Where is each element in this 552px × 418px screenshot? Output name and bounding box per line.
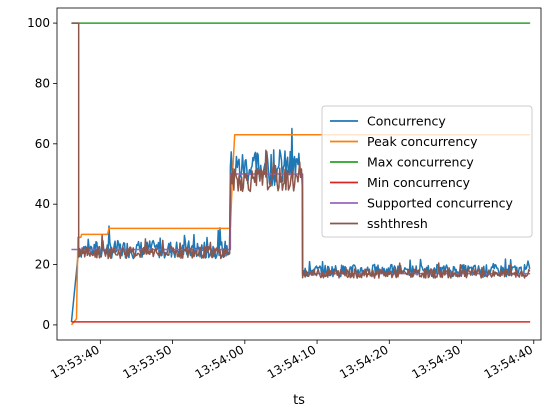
y-tick-label: 100 [27,16,50,30]
x-axis: 13:53:40 13:53:50 13:54:00 13:54:10 13:54:20… [48,340,535,382]
plot-frame [56,7,542,341]
legend-label: Max concurrency [367,155,474,170]
legend-label: Peak concurrency [367,134,478,149]
x-tick-label: 13:53:50 [120,342,174,381]
series-line-peak-concurrency [70,134,531,326]
x-tick-label: 13:53:40 [48,342,102,381]
legend-label: sshthresh [367,216,428,231]
legend-label: Min concurrency [367,175,471,190]
legend: Concurrency Peak concurrency Max concurren… [321,105,533,238]
y-tick-label: 40 [35,197,50,211]
series-lines [70,22,531,326]
legend-box [321,105,533,238]
y-tick-label: 60 [35,137,50,151]
x-tick-label: 13:54:20 [337,342,391,381]
y-tick-label: 20 [35,258,50,272]
y-tick-label: 80 [35,76,50,90]
legend-label: Supported concurrency [367,196,514,211]
y-tick-label: 0 [42,318,50,332]
x-tick-label: 13:54:40 [482,342,536,381]
x-tick-label: 13:54:00 [193,342,247,381]
legend-label: Concurrency [367,114,446,129]
series-line-sshthresh [71,22,531,279]
x-tick-label: 13:54:10 [265,342,319,381]
x-tick-label: 13:54:30 [409,342,463,381]
y-axis: 0 20 40 60 80 100 [27,16,57,332]
x-axis-label: ts [293,393,305,408]
